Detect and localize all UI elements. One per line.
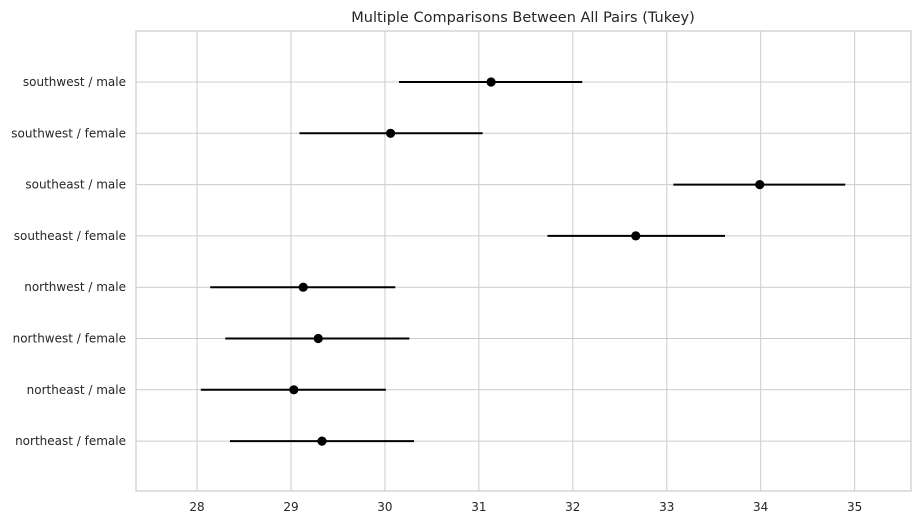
- mean-point: [755, 180, 765, 190]
- x-tick-label: 28: [189, 500, 204, 514]
- y-tick-label: southeast / female: [14, 229, 126, 243]
- mean-point: [289, 385, 299, 395]
- grid: [136, 31, 911, 491]
- y-tick-label: northwest / male: [24, 280, 126, 294]
- y-tick-label: northeast / female: [15, 434, 126, 448]
- x-tick-label: 33: [659, 500, 674, 514]
- y-tick-label: northwest / female: [13, 332, 126, 346]
- mean-point: [385, 128, 396, 138]
- y-tick-labels: southwest / male southwest / female southe…: [11, 75, 126, 448]
- mean-point: [631, 231, 641, 241]
- x-tick-label: 35: [847, 500, 862, 514]
- marks: [200, 77, 846, 446]
- x-tick-label: 32: [565, 500, 580, 514]
- x-tick-label: 29: [283, 500, 298, 514]
- plot-frame: [135, 30, 912, 492]
- y-tick-label: northeast / male: [27, 383, 126, 397]
- chart-title: Multiple Comparisons Between All Pairs (…: [351, 10, 695, 26]
- x-tick-label: 30: [377, 500, 392, 514]
- x-tick-label: 34: [753, 500, 768, 514]
- y-tick-label: southeast / male: [25, 178, 126, 192]
- mean-point: [298, 282, 308, 292]
- x-tick-label: 31: [471, 500, 486, 514]
- y-tick-label: southwest / female: [11, 126, 126, 140]
- mean-point: [317, 436, 327, 446]
- mean-point: [313, 333, 323, 344]
- mean-point: [486, 77, 496, 87]
- x-tick-labels: 28 29 30 31 32 33 34 35: [189, 500, 862, 514]
- y-tick-label: southwest / male: [23, 75, 126, 89]
